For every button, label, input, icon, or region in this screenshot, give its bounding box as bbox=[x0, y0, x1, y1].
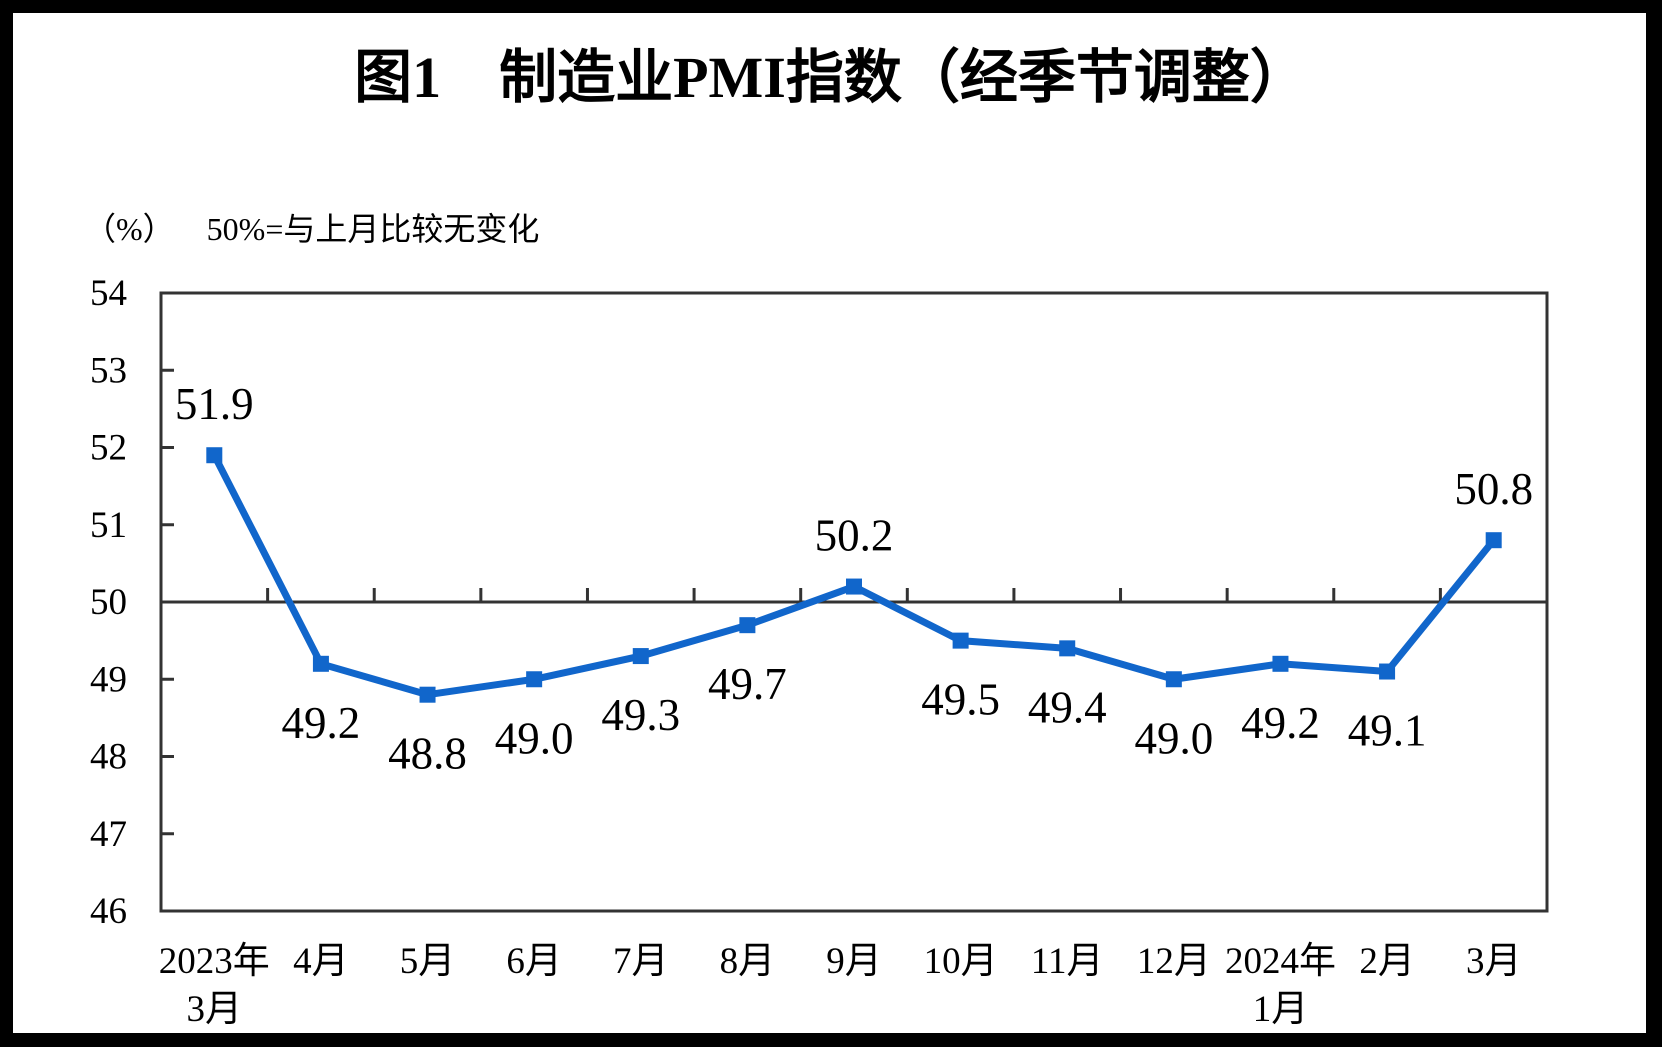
data-point-marker bbox=[1272, 655, 1289, 672]
data-point-marker bbox=[846, 578, 862, 595]
data-label: 49.2 bbox=[1241, 698, 1320, 748]
y-axis-label: 50 bbox=[90, 582, 127, 623]
x-axis-label: 4月 bbox=[293, 941, 349, 982]
data-point-marker bbox=[739, 617, 756, 634]
y-axis-label: 53 bbox=[90, 350, 127, 391]
data-label: 49.0 bbox=[495, 713, 574, 763]
data-point-marker bbox=[1485, 532, 1502, 549]
data-label: 49.2 bbox=[282, 698, 361, 748]
x-axis-label-line2: 1月 bbox=[1253, 989, 1309, 1030]
data-label: 49.3 bbox=[601, 690, 680, 740]
data-label: 48.8 bbox=[388, 729, 467, 779]
x-axis-label: 7月 bbox=[613, 941, 669, 982]
y-axis-label: 52 bbox=[90, 428, 127, 469]
x-axis-label: 2024年 bbox=[1225, 940, 1336, 982]
data-label: 50.2 bbox=[815, 511, 894, 561]
data-point-marker bbox=[206, 447, 223, 464]
axis-unit-label: （%） bbox=[84, 211, 175, 247]
data-label: 49.4 bbox=[1028, 682, 1107, 732]
x-axis-label: 2月 bbox=[1359, 941, 1415, 982]
data-label: 51.9 bbox=[175, 379, 254, 429]
x-axis-label-line2: 3月 bbox=[187, 989, 243, 1030]
x-axis-label: 3月 bbox=[1466, 941, 1522, 982]
data-point-marker bbox=[1379, 663, 1396, 680]
data-point-marker bbox=[526, 671, 543, 688]
data-label: 50.8 bbox=[1454, 464, 1533, 514]
data-label: 49.1 bbox=[1348, 706, 1427, 756]
y-axis-label: 48 bbox=[90, 737, 127, 778]
x-axis-label: 12月 bbox=[1137, 941, 1211, 982]
reference-note: 50%=与上月比较无变化 bbox=[206, 211, 540, 247]
data-point-marker bbox=[632, 648, 649, 665]
x-axis-label: 2023年 bbox=[159, 940, 270, 982]
y-axis-label: 49 bbox=[90, 659, 127, 700]
data-point-marker bbox=[952, 632, 969, 649]
y-axis-label: 47 bbox=[90, 814, 127, 855]
chart-title: 图1 制造业PMI指数（经季节调整） bbox=[354, 45, 1308, 110]
x-axis-label: 10月 bbox=[924, 941, 998, 982]
data-point-marker bbox=[419, 686, 436, 703]
data-label: 49.7 bbox=[708, 659, 787, 709]
data-label: 49.5 bbox=[921, 675, 1000, 725]
y-axis-label: 51 bbox=[90, 505, 127, 546]
pmi-line bbox=[211, 453, 1497, 699]
plot-border bbox=[159, 291, 1549, 913]
x-axis-label: 5月 bbox=[400, 941, 456, 982]
data-point-marker bbox=[1059, 640, 1076, 657]
x-axis-label: 11月 bbox=[1031, 941, 1104, 982]
y-axis-label: 46 bbox=[90, 891, 127, 932]
x-axis-label: 8月 bbox=[720, 941, 776, 982]
data-point-marker bbox=[1165, 671, 1182, 688]
data-point-marker bbox=[312, 655, 329, 672]
subtitle-row: （%） 50%=与上月比较无变化 bbox=[84, 204, 539, 250]
data-label: 49.0 bbox=[1134, 713, 1213, 763]
x-axis-label: 9月 bbox=[826, 941, 882, 982]
y-axis-label: 54 bbox=[90, 273, 127, 314]
x-axis-label: 6月 bbox=[506, 941, 562, 982]
